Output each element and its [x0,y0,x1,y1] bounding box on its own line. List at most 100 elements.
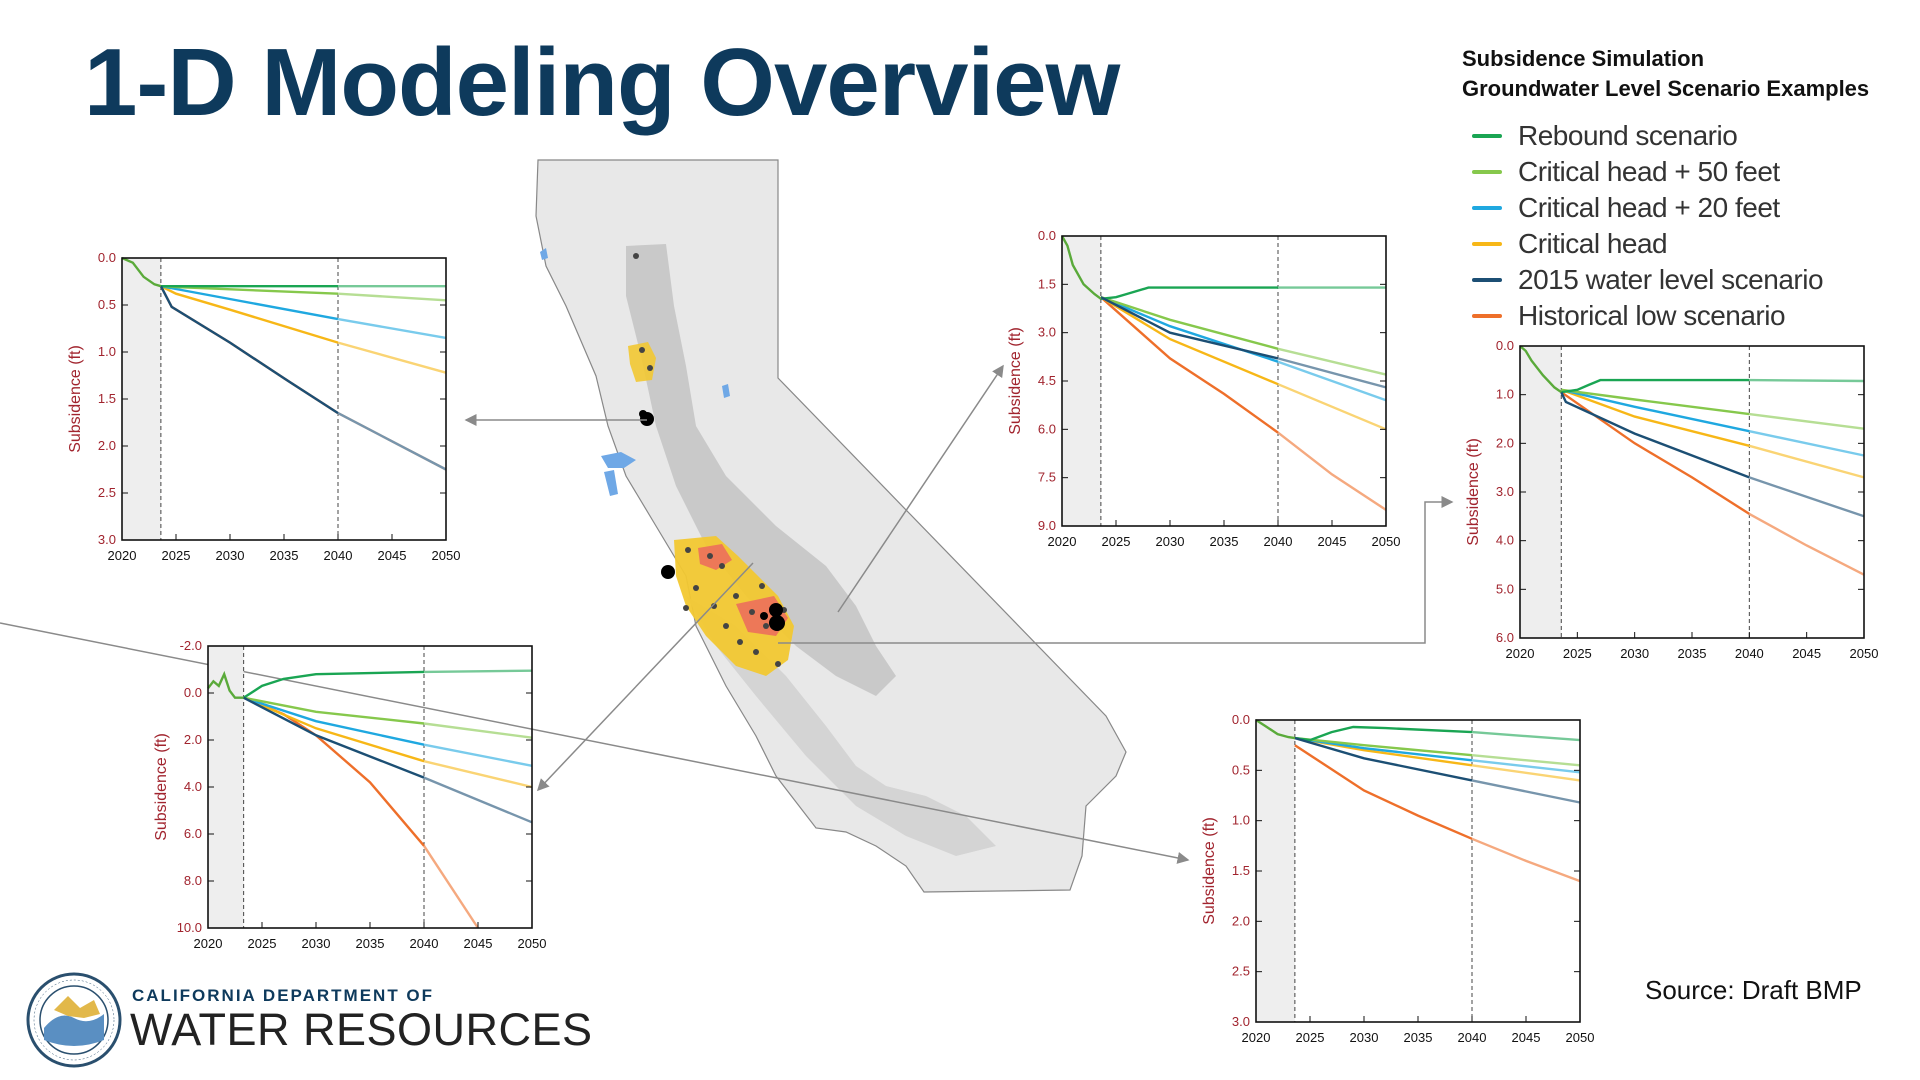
series-line-ch50 [1294,736,1473,757]
series-line-wl2015 [1100,296,1279,360]
y-tick-label: 2.0 [184,732,202,747]
series-line-wl2015-projected [1277,357,1387,389]
y-tick-label: 3.0 [1038,325,1056,340]
y-tick-label: 1.0 [1496,387,1514,402]
legend-heading-line1: Subsidence Simulation [1462,46,1705,71]
agency-name-line1: CALIFORNIA DEPARTMENT OF [132,986,435,1005]
legend-item: Critical head + 50 feet [1462,154,1912,190]
y-tick-label: 2.5 [1232,964,1250,979]
series-line-wl2015-projected [1748,476,1865,518]
series-line-rebound-projected [423,669,533,674]
x-tick-label: 2045 [1318,534,1347,549]
y-tick-label: 1.5 [1038,276,1056,291]
x-tick-label: 2020 [108,548,137,563]
y-tick-label: 2.5 [98,485,116,500]
series-line-ch20-projected [1277,360,1387,402]
x-tick-label: 2040 [324,548,353,563]
x-tick-label: 2045 [378,548,407,563]
x-tick-label: 2035 [270,548,299,563]
y-axis-label: Subsidence (ft) [153,733,170,841]
y-tick-label: 0.5 [1232,762,1250,777]
series-line-rebound [1561,378,1750,394]
legend-item: Critical head + 20 feet [1462,190,1912,226]
arrow-upper-center-right [837,364,1004,613]
state-outline [535,159,1127,893]
legend-list: Rebound scenario Critical head + 50 feet C… [1462,118,1912,334]
history-shade [1062,236,1101,526]
x-tick-label: 2045 [1512,1030,1541,1045]
series-line-critical-projected [1748,444,1865,479]
legend-label: Rebound scenario [1518,120,1738,151]
x-tick-label: 2035 [356,936,385,951]
y-tick-label: 9.0 [1038,518,1056,533]
bay-area-water [601,452,636,496]
x-tick-label: 2035 [1210,534,1239,549]
series-line-ch50-projected [1749,412,1865,430]
series-line-ch50 [243,696,425,725]
y-tick-label: 4.0 [184,779,202,794]
x-tick-label: 2045 [464,936,493,951]
legend-swatch [1472,314,1502,318]
series-line-wl2015-projected [423,776,533,824]
legend-label: Critical head + 50 feet [1518,156,1780,187]
legend-swatch [1472,278,1502,282]
x-tick-label: 2030 [1620,646,1649,661]
series-line-wl2015 [1560,391,1750,479]
x-tick-label: 2050 [1850,646,1879,661]
y-tick-label: 8.0 [184,873,202,888]
history-shade [122,258,161,540]
lake-tahoe [722,384,730,398]
series-line-histlow [1294,744,1473,840]
x-tick-label: 2025 [1102,534,1131,549]
series-line-ch50 [1100,296,1279,350]
series-line-critical [1100,296,1279,386]
y-tick-label: 5.0 [1496,581,1514,596]
arrow-lower-left [536,562,754,792]
series-line-ch20-projected [423,743,533,767]
series-line-ch20 [1561,388,1750,433]
x-tick-label: 2045 [1792,646,1821,661]
legend-label: 2015 water level scenario [1518,264,1824,295]
x-tick-label: 2020 [1048,534,1077,549]
series-line-ch50-projected [1471,754,1581,767]
california-map [535,159,1127,893]
chart-upper-center-right: 2020 2025 2030 2035 2040 2045 2050 0.0 1.5 3.0 4.5… [1007,228,1400,549]
y-tick-label: 4.0 [1496,533,1514,548]
series-line-critical [160,285,339,344]
y-tick-label: 3.0 [1232,1014,1250,1029]
chart-lower-left: 2020 2025 2030 2035 2040 2045 2050 -2.0 0.0 2.0 4.… [153,638,546,951]
plot-frame [121,257,447,541]
monitoring-points [633,253,787,667]
dwr-logo: CALIFORNIA DEPARTMENT OF WATER RESOURCES [24,970,592,1070]
series-line-rebound-projected [1471,730,1581,742]
legend-label: Critical head [1518,228,1668,259]
series-line-wl2015 [1294,736,1473,782]
y-tick-label: 0.0 [184,685,202,700]
x-tick-label: 2040 [410,936,439,951]
chart-lower-right: 2020 2025 2030 2035 2040 2045 2050 0.0 0.5 1.0 1.5… [1201,712,1594,1045]
series-line-critical-projected [1471,764,1581,782]
y-tick-label: 6.0 [1496,630,1514,645]
y-tick-label: 1.0 [98,344,116,359]
series-line-critical [243,696,425,763]
y-tick-label: 0.0 [1232,712,1250,727]
y-tick-label: 0.0 [1038,228,1056,243]
x-tick-label: 2025 [1296,1030,1325,1045]
agency-name-line2: WATER RESOURCES [130,1004,593,1055]
series-line-wl2015-projected [1471,779,1581,804]
x-tick-label: 2030 [302,936,331,951]
model-sites [639,410,785,631]
series-line-ch20 [243,696,425,746]
x-tick-label: 2025 [1563,646,1592,661]
series-line-critical [1560,388,1750,447]
series-line-critical-projected [423,760,533,789]
y-tick-label: 1.0 [1232,813,1250,828]
series-line-histlow [1100,296,1279,434]
legend-heading-line2: Groundwater Level Scenario Examples [1462,76,1870,101]
legend-label: Historical low scenario [1518,300,1786,331]
x-tick-label: 2050 [432,548,461,563]
legend-swatch [1472,134,1502,138]
y-axis-label: Subsidence (ft) [1201,817,1218,925]
legend-item: Rebound scenario [1462,118,1912,154]
